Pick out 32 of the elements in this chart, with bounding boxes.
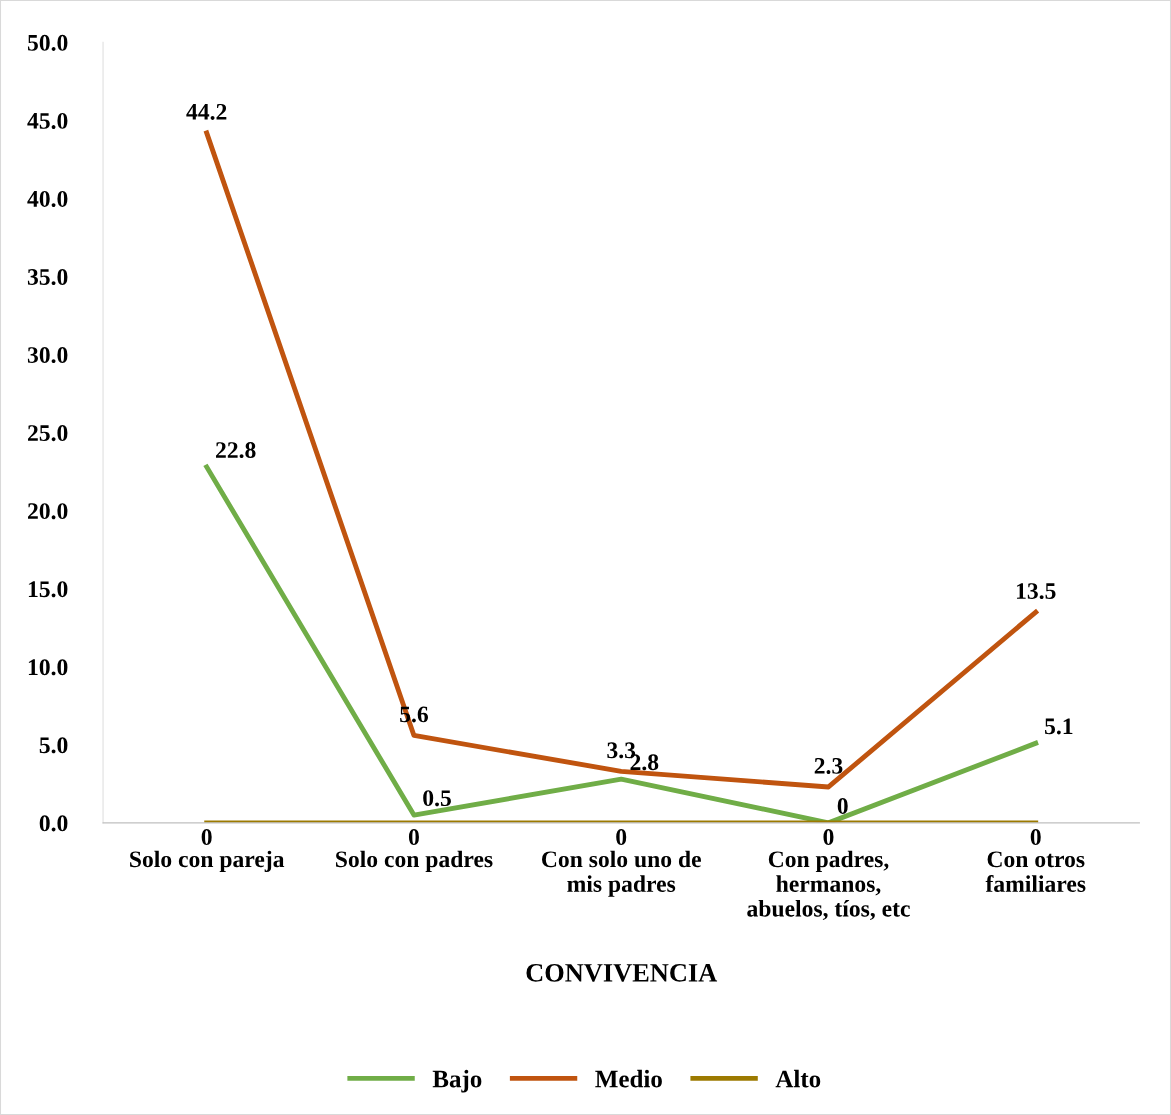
data-label: 0 [616,829,627,846]
x-tick-label: Solo con pareja [130,850,285,873]
y-tick-label: 15.0 [28,581,68,598]
x-tick-label: Con otros familiares [985,851,1086,892]
y-tick-label: 45.0 [27,112,68,129]
y-tick-label: 0.0 [39,815,68,832]
data-label: 13.5 [1016,583,1056,600]
data-label: 2.3 [814,757,843,774]
data-label: 22.8 [216,442,256,459]
data-label: 44.2 [186,103,227,120]
y-tick-label: 35.0 [27,269,68,286]
data-label: 0 [823,829,834,846]
legend-label: Bajo [432,1069,482,1093]
data-label: 0 [408,829,419,846]
y-tick-label: 25.0 [28,425,68,442]
data-label: 0.5 [423,790,451,807]
y-tick-label: 30.0 [27,347,68,364]
x-tick-label: Con solo uno de mis padres [542,850,701,897]
legend-label: Medio [595,1069,662,1088]
y-tick-label: 5.0 [39,737,68,754]
x-axis-title: CONVIVENCIA [526,963,718,982]
y-tick-label: 10.0 [28,659,68,676]
y-tick-label: 40.0 [27,190,68,207]
y-tick-label: 20.0 [28,503,68,520]
legend-label: Alto [775,1069,821,1088]
x-tick-label: Con padres, hermanos, abuelos, tíos, etc [747,850,910,921]
y-tick-label: 50.0 [27,34,68,51]
data-label: 0 [837,797,848,814]
data-label: 0 [201,829,212,846]
data-label: 0 [1030,829,1041,846]
data-label: 5.1 [1045,718,1073,735]
x-tick-label: Solo con padres [336,850,493,873]
